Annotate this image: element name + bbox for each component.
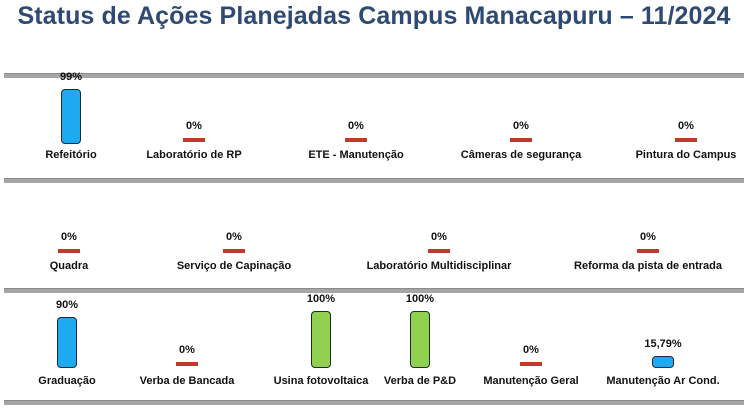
category-label: Manutenção Geral (483, 375, 579, 387)
bar-ete-manutenção (345, 138, 367, 142)
category-label: Refeitório (45, 149, 97, 161)
category-label: Manutenção Ar Cond. (606, 375, 720, 387)
data-label: 0% (348, 120, 364, 132)
data-label: 0% (523, 344, 539, 356)
bar-refeitório (61, 88, 81, 144)
bar-verba-de-p-d (410, 311, 430, 368)
bar-pintura-do-campus (675, 138, 697, 142)
bar-verba-de-bancada (176, 362, 198, 366)
data-label: 0% (179, 344, 195, 356)
data-label: 0% (640, 231, 656, 243)
category-label: ETE - Manutenção (308, 149, 404, 161)
data-label: 0% (678, 120, 694, 132)
bar-quadra (58, 249, 80, 253)
data-label: 0% (186, 120, 202, 132)
category-label: Graduação (38, 375, 96, 387)
data-label: 0% (513, 120, 529, 132)
bar-laboratório-multidisciplinar (428, 249, 450, 253)
category-label: Câmeras de segurança (460, 149, 582, 161)
data-label: 100% (306, 293, 336, 305)
data-label: 90% (55, 298, 79, 311)
category-label: Verba de P&D (383, 375, 457, 387)
bar-manutenção-ar-cond- (652, 356, 674, 368)
category-label: Laboratório Multidisciplinar (366, 260, 512, 272)
bar-reforma-da-pista-de-entrada (637, 249, 659, 253)
page-title: Status de Ações Planejadas Campus Manaca… (17, 2, 731, 30)
bar-graduação (57, 316, 77, 368)
section-divider (4, 400, 744, 405)
section-divider (4, 73, 744, 78)
category-label: Reforma da pista de entrada (574, 260, 722, 272)
category-label: Quadra (49, 260, 89, 272)
category-label: Laboratório de RP (146, 149, 242, 161)
bar-usina-fotovoltaica (311, 311, 331, 368)
category-label: Serviço de Capinação (176, 260, 292, 272)
data-label: 15,79% (644, 338, 682, 350)
category-label: Verba de Bancada (139, 375, 235, 387)
data-label: 0% (61, 231, 77, 243)
bar-serviço-de-capinação (223, 249, 245, 253)
data-label: 100% (405, 293, 435, 305)
data-label: 0% (226, 231, 242, 243)
data-label: 0% (431, 231, 447, 243)
section-divider (4, 288, 744, 293)
bar-manutenção-geral (520, 362, 542, 366)
category-label: Usina fotovoltaica (273, 375, 369, 387)
bar-câmeras-de-segurança (510, 138, 532, 142)
bar-laboratório-de-rp (183, 138, 205, 142)
category-label: Pintura do Campus (635, 149, 737, 161)
data-label: 99% (59, 70, 83, 83)
section-divider (4, 178, 744, 183)
